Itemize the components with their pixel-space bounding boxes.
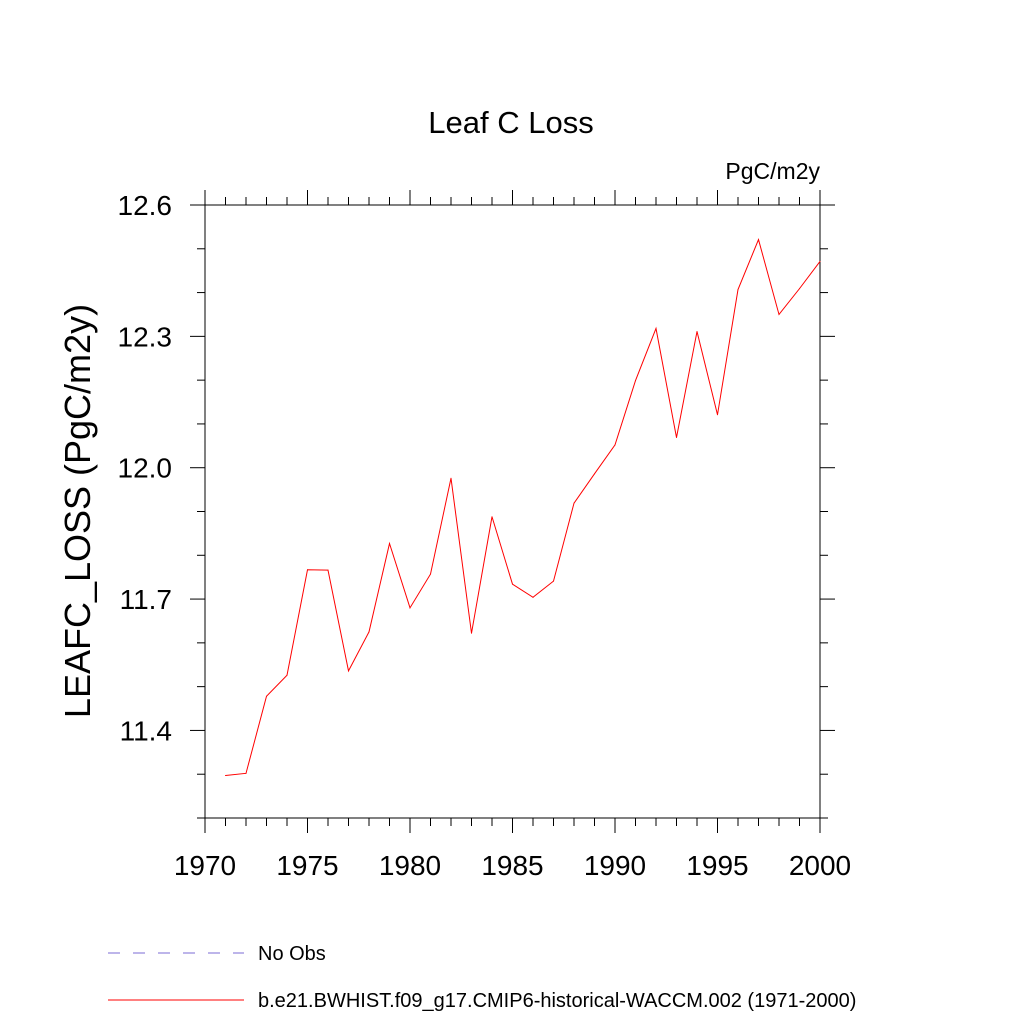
series-point xyxy=(348,670,349,672)
series-point xyxy=(532,596,534,598)
series-point xyxy=(491,516,493,518)
series-point xyxy=(655,327,657,329)
x-tick-label: 1970 xyxy=(174,850,236,881)
series-point xyxy=(430,573,431,575)
series-point xyxy=(471,632,472,634)
units-label: PgC/m2y xyxy=(725,158,820,184)
series-point xyxy=(389,542,390,544)
series-point xyxy=(778,313,780,315)
series-point xyxy=(225,775,226,777)
legend: No Obs b.e21.BWHIST.f09_g17.CMIP6-histor… xyxy=(108,943,856,1012)
y-tick-label: 12.0 xyxy=(118,453,173,484)
legend-label-no-obs: No Obs xyxy=(258,943,326,965)
series-point xyxy=(819,260,821,262)
series-point xyxy=(696,331,698,333)
series-point xyxy=(573,502,575,504)
series-point xyxy=(676,437,677,439)
series-point xyxy=(614,444,616,446)
series-point xyxy=(758,239,759,241)
x-tick-label: 1980 xyxy=(379,850,441,881)
series-point xyxy=(512,583,513,585)
x-axis-ticks xyxy=(204,190,821,833)
series-point xyxy=(409,607,411,609)
series-line xyxy=(225,238,821,777)
y-tick-label: 11.7 xyxy=(120,584,172,615)
x-tick-label: 1990 xyxy=(584,850,646,881)
plot-frame xyxy=(204,204,821,819)
y-tick-label: 12.3 xyxy=(118,321,173,352)
series-point xyxy=(635,380,636,382)
series-point xyxy=(594,473,595,475)
y-tick-label: 12.6 xyxy=(118,190,173,221)
series-point xyxy=(450,477,452,479)
series-point xyxy=(799,288,800,290)
series-point xyxy=(307,569,308,571)
legend-label-model-run: b.e21.BWHIST.f09_g17.CMIP6-historical-WA… xyxy=(258,990,856,1012)
x-tick-label: 1995 xyxy=(686,850,748,881)
series-point xyxy=(286,674,288,676)
x-tick-label: 1985 xyxy=(481,850,543,881)
series-point xyxy=(717,414,718,416)
x-tick-label: 1975 xyxy=(276,850,338,881)
series-points xyxy=(225,239,821,777)
y-tick-label: 11.4 xyxy=(120,715,172,746)
x-tick-label: 2000 xyxy=(789,850,851,881)
y-axis-ticks xyxy=(190,204,835,819)
series-point xyxy=(553,580,554,582)
series-point xyxy=(737,289,739,291)
series-point xyxy=(266,695,267,697)
chart-title: Leaf C Loss xyxy=(428,105,593,140)
series-point xyxy=(327,569,329,571)
series-point xyxy=(245,772,247,774)
series-point xyxy=(368,631,370,633)
y-axis-label: LEAFC_LOSS (PgC/m2y) xyxy=(57,304,98,718)
x-axis-tick-labels: 1970 1975 1980 1985 1990 1995 2000 xyxy=(174,850,851,881)
y-axis-tick-labels: 11.4 11.7 12.0 12.3 12.6 xyxy=(118,190,173,746)
